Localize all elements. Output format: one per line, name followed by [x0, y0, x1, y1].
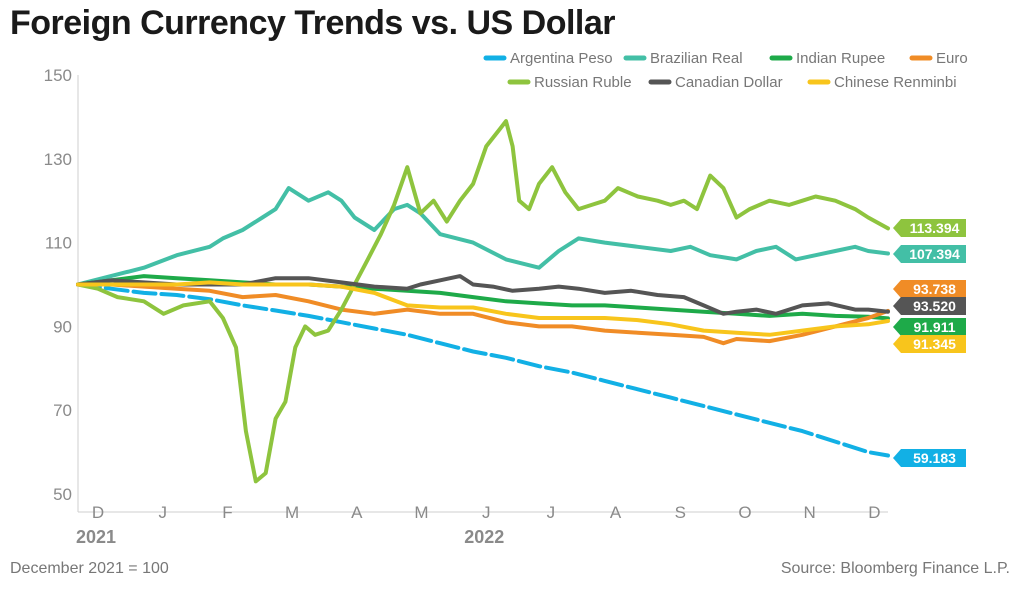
footnote-baseline: December 2021 = 100	[10, 560, 169, 577]
end-value-label: 59.183	[913, 450, 956, 466]
y-tick-label: 110	[45, 234, 72, 253]
end-value-label: 93.738	[913, 281, 956, 297]
x-tick-label: S	[675, 503, 686, 522]
x-tick-label: J	[482, 503, 491, 522]
x-tick-label: A	[610, 503, 622, 522]
legend-label: Brazilian Real	[650, 50, 743, 67]
end-label-bg	[893, 245, 966, 263]
footnote-source: Source: Bloomberg Finance L.P.	[780, 560, 1010, 577]
y-tick-label: 150	[44, 66, 72, 85]
series-line-argentina-peso	[76, 282, 890, 458]
series-line-euro	[76, 282, 890, 346]
chart-title: Foreign Currency Trends vs. US Dollar	[10, 4, 616, 42]
end-label-bg	[893, 318, 966, 336]
legend: Argentina Peso Brazilian Real Indian Rupee…	[483, 50, 968, 91]
x-tick-label: F	[222, 503, 232, 522]
end-label-bg	[893, 335, 966, 353]
series-lines	[76, 119, 890, 484]
x-tick-label: J	[158, 503, 167, 522]
x-year-label: 2021	[76, 527, 116, 547]
x-tick-label: M	[285, 503, 299, 522]
legend-label: Euro	[936, 50, 968, 67]
series-line-canadian-dollar	[76, 274, 890, 316]
y-tick-label: 50	[53, 485, 72, 504]
x-tick-label: O	[738, 503, 751, 522]
end-value-label: 113.394	[910, 220, 960, 236]
legend-label: Canadian Dollar	[675, 74, 783, 91]
legend-label: Chinese Renminbi	[834, 74, 957, 91]
x-tick-label: M	[414, 503, 428, 522]
y-tick-label: 130	[44, 150, 72, 169]
series-line-brazilian-real	[76, 186, 890, 287]
x-year-label: 2022	[464, 527, 504, 547]
x-tick-label: N	[804, 503, 816, 522]
series-line-russian-ruble	[76, 119, 890, 484]
y-tick-label: 90	[53, 317, 72, 336]
end-label-bg	[893, 297, 966, 315]
end-label-bg	[893, 280, 966, 298]
legend-label: Indian Rupee	[796, 50, 885, 67]
x-tick-label: D	[868, 503, 880, 522]
legend-label: Argentina Peso	[510, 50, 613, 67]
series-line-indian-rupee	[76, 274, 890, 321]
x-tick-label: J	[547, 503, 556, 522]
end-label-bg	[893, 219, 966, 237]
end-label-bg	[893, 449, 966, 467]
y-tick-label: 70	[53, 401, 72, 420]
end-value-label: 93.520	[913, 298, 956, 314]
axes: 50 70 90 110 130 150 D J F M A M J J A S O N D 2021 2022	[44, 66, 888, 547]
end-value-label: 107.394	[909, 246, 960, 262]
series-line-chinese-renminbi	[76, 280, 890, 337]
x-tick-label: A	[351, 503, 363, 522]
end-value-label: 91.911	[913, 319, 955, 335]
legend-label: Russian Ruble	[534, 74, 632, 91]
end-value-label: 91.345	[913, 336, 956, 352]
x-tick-label: D	[92, 503, 104, 522]
